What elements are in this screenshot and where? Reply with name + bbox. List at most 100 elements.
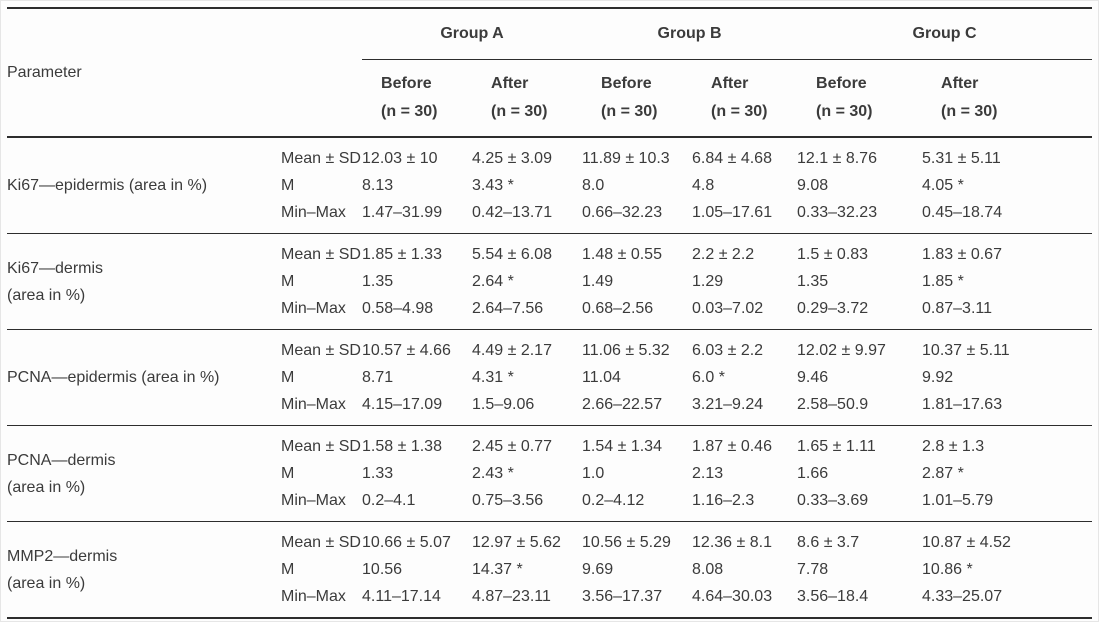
- value-median: 4.31 *: [472, 369, 514, 386]
- stat-label: Min–Max: [281, 396, 346, 413]
- stat-label: M: [281, 465, 295, 482]
- value-mean_sd: 2.45 ± 0.77: [472, 438, 552, 455]
- value-median: 8.08: [692, 561, 724, 578]
- value-cell: 1.48 ± 0.55 1.49 0.68–2.56: [582, 233, 693, 330]
- table-row: Ki67—epidermis (area in %) Mean ± SD M Min…: [7, 137, 1093, 234]
- value-mean_sd: 5.54 ± 6.08: [472, 246, 552, 263]
- value-min_max: 0.2–4.12: [582, 492, 645, 509]
- value-cell: 10.87 ± 4.52 10.86 * 4.33–25.07: [922, 521, 1093, 619]
- value-min_max: 0.2–4.1: [362, 492, 416, 509]
- value-cell: 11.89 ± 10.3 8.0 0.66–32.23: [582, 137, 693, 234]
- value-cell: 8.6 ± 3.7 7.78 3.56–18.4: [797, 521, 923, 619]
- value-median: 9.08: [797, 177, 829, 194]
- value-median: 9.46: [797, 369, 829, 386]
- parameter-line: MMP2—dermis: [7, 547, 118, 565]
- value-median: 1.85 *: [922, 273, 964, 290]
- parameter-cell: Ki67—epidermis (area in %): [7, 137, 281, 234]
- value-cell: 1.65 ± 1.11 1.66 0.33–3.69: [797, 425, 923, 522]
- value-min_max: 0.68–2.56: [582, 300, 654, 317]
- value-cell: 1.5 ± 0.83 1.35 0.29–3.72: [797, 233, 923, 330]
- value-median: 14.37 *: [472, 561, 523, 578]
- stat-label-cell: Mean ± SD M Min–Max: [281, 521, 363, 619]
- value-min_max: 0.03–7.02: [692, 300, 764, 317]
- stat-label: Mean ± SD: [281, 150, 361, 167]
- value-median: 9.69: [582, 561, 614, 578]
- table-body: Ki67—epidermis (area in %) Mean ± SD M Min…: [7, 137, 1093, 619]
- subcolumn-header-a-before: Before (n = 30): [362, 59, 473, 138]
- value-cell: 1.58 ± 1.38 1.33 0.2–4.1: [362, 425, 473, 522]
- stat-label: M: [281, 273, 295, 290]
- value-min_max: 0.45–18.74: [922, 204, 1003, 221]
- group-header-row: Parameter Group A Group B Group C: [7, 8, 1093, 138]
- value-min_max: 0.75–3.56: [472, 492, 544, 509]
- value-min_max: 0.66–32.23: [582, 204, 663, 221]
- stat-label-cell: Mean ± SD M Min–Max: [281, 137, 363, 234]
- subcolumn-header-row: Before (n = 30) After (n = 30) Before (n…: [7, 59, 1093, 138]
- value-median: 4.8: [692, 177, 715, 194]
- value-mean_sd: 4.49 ± 2.17: [472, 342, 552, 359]
- value-median: 4.05 *: [922, 177, 964, 194]
- value-min_max: 1.05–17.61: [692, 204, 773, 221]
- value-median: 10.86 *: [922, 561, 973, 578]
- value-mean_sd: 6.84 ± 4.68: [692, 150, 772, 167]
- stat-label: M: [281, 561, 295, 578]
- subcolumn-header-c-before: Before (n = 30): [797, 59, 923, 138]
- subcolumn-n: (n = 30): [601, 103, 658, 120]
- table-header: Parameter Group A Group B Group C Before…: [7, 8, 1093, 138]
- subcolumn-label: After: [711, 75, 749, 92]
- value-cell: 1.83 ± 0.67 1.85 * 0.87–3.11: [922, 233, 1093, 330]
- parameter-cell: Ki67—dermis (area in %): [7, 233, 281, 330]
- value-mean_sd: 8.6 ± 3.7: [797, 534, 860, 551]
- value-min_max: 4.87–23.11: [472, 588, 551, 605]
- subcolumn-n: (n = 30): [381, 103, 438, 120]
- value-cell: 2.45 ± 0.77 2.43 * 0.75–3.56: [472, 425, 583, 522]
- value-min_max: 1.47–31.99: [362, 204, 443, 221]
- value-mean_sd: 5.31 ± 5.11: [922, 150, 1001, 167]
- value-cell: 2.8 ± 1.3 2.87 * 1.01–5.79: [922, 425, 1093, 522]
- value-mean_sd: 12.03 ± 10: [362, 150, 438, 167]
- value-mean_sd: 2.8 ± 1.3: [922, 438, 985, 455]
- subcolumn-label: Before: [601, 75, 652, 92]
- value-mean_sd: 12.97 ± 5.62: [472, 534, 561, 551]
- value-cell: 4.49 ± 2.17 4.31 * 1.5–9.06: [472, 329, 583, 426]
- value-mean_sd: 12.02 ± 9.97: [797, 342, 886, 359]
- value-mean_sd: 10.56 ± 5.29: [582, 534, 671, 551]
- value-min_max: 4.15–17.09: [362, 396, 443, 413]
- value-mean_sd: 2.2 ± 2.2: [692, 246, 755, 263]
- value-cell: 10.37 ± 5.11 9.92 1.81–17.63: [922, 329, 1093, 426]
- value-min_max: 0.33–32.23: [797, 204, 878, 221]
- value-mean_sd: 10.87 ± 4.52: [922, 534, 1011, 551]
- value-mean_sd: 1.48 ± 0.55: [582, 246, 662, 263]
- subcolumn-label: Before: [816, 75, 867, 92]
- value-median: 8.0: [582, 177, 605, 194]
- value-min_max: 0.33–3.69: [797, 492, 869, 509]
- subcolumn-label: Before: [381, 75, 432, 92]
- parameter-line: (area in %): [7, 286, 86, 304]
- stat-label: Mean ± SD: [281, 534, 361, 551]
- value-mean_sd: 10.66 ± 5.07: [362, 534, 451, 551]
- value-min_max: 1.5–9.06: [472, 396, 535, 413]
- value-median: 6.0 *: [692, 369, 725, 386]
- value-mean_sd: 1.5 ± 0.83: [797, 246, 869, 263]
- value-median: 3.43 *: [472, 177, 514, 194]
- value-median: 8.13: [362, 177, 394, 194]
- value-mean_sd: 6.03 ± 2.2: [692, 342, 764, 359]
- value-cell: 1.87 ± 0.46 2.13 1.16–2.3: [692, 425, 798, 522]
- value-cell: 12.1 ± 8.76 9.08 0.33–32.23: [797, 137, 923, 234]
- subcolumn-header-a-after: After (n = 30): [472, 59, 583, 138]
- value-median: 2.43 *: [472, 465, 514, 482]
- value-mean_sd: 11.06 ± 5.32: [582, 342, 670, 359]
- value-median: 1.29: [692, 273, 724, 290]
- parameter-cell: PCNA—epidermis (area in %): [7, 329, 281, 426]
- subcolumn-n: (n = 30): [711, 103, 768, 120]
- value-min_max: 3.56–18.4: [797, 588, 869, 605]
- value-min_max: 4.11–17.14: [362, 588, 441, 605]
- subcolumn-label: After: [941, 75, 979, 92]
- parameter-line: Ki67—dermis: [7, 259, 104, 277]
- parameter-line: (area in %): [7, 574, 86, 592]
- value-median: 1.35: [362, 273, 394, 290]
- value-median: 11.04: [582, 369, 621, 386]
- value-median: 9.92: [922, 369, 954, 386]
- value-median: 1.0: [582, 465, 605, 482]
